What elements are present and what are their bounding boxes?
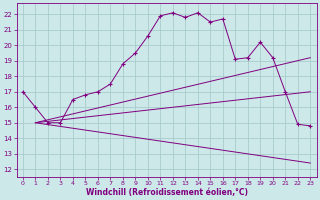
X-axis label: Windchill (Refroidissement éolien,°C): Windchill (Refroidissement éolien,°C): [85, 188, 248, 197]
